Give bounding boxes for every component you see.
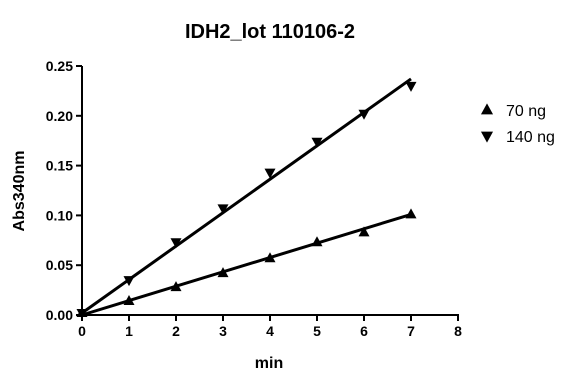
data-point-series-2	[358, 109, 370, 120]
x-axis-label: min	[255, 355, 283, 370]
y-axis-label: Abs340nm	[11, 151, 28, 232]
y-tick-label: 0.25	[46, 58, 73, 74]
data-point-series-2	[123, 276, 135, 287]
data-point-series-1	[358, 226, 370, 237]
x-tick-label: 5	[313, 323, 321, 339]
y-tick-label: 0.05	[46, 257, 73, 273]
x-tick-label: 4	[266, 323, 274, 339]
data-point-series-2	[76, 309, 88, 320]
data-point-series-2	[217, 204, 229, 215]
y-tick-label: 0.00	[46, 307, 73, 323]
data-point-series-1	[264, 252, 276, 263]
y-tick-label: 0.15	[46, 158, 73, 174]
y-tick-label: 0.20	[46, 108, 73, 124]
data-point-series-1	[170, 281, 182, 292]
legend-label: 140 ng	[506, 129, 555, 146]
axes: 0 1 2 3 4 5 6 7 8 0.00 0.05 0.10 0.15 0.20 0.25	[46, 58, 462, 339]
data-point-series-1	[405, 208, 417, 219]
fit-lines	[81, 77, 412, 317]
data-point-series-1	[217, 267, 229, 278]
fit-line-series-1	[81, 212, 412, 317]
data-point-series-2	[405, 81, 417, 92]
data-point-series-1	[311, 236, 323, 247]
data-point-series-1	[123, 295, 135, 306]
data-point-series-2	[311, 137, 323, 148]
data-point-series-2	[264, 168, 276, 179]
data-markers	[76, 81, 417, 320]
data-point-series-2	[170, 238, 182, 249]
x-tick-label: 7	[407, 323, 415, 339]
chart-title: IDH2_lot 110106-2	[185, 21, 355, 43]
x-tick-label: 8	[454, 323, 462, 339]
x-tick-label: 6	[360, 323, 368, 339]
legend-marker	[480, 103, 494, 115]
legend-marker	[480, 131, 494, 143]
legend-label: 70 ng	[506, 103, 546, 120]
x-tick-label: 1	[125, 323, 133, 339]
x-tick-label: 2	[172, 323, 180, 339]
y-tick-label: 0.10	[46, 207, 73, 223]
legend: 70 ng 140 ng	[480, 103, 555, 146]
x-tick-label: 3	[219, 323, 227, 339]
x-tick-label: 0	[78, 323, 86, 339]
fit-line-series-2	[81, 77, 412, 315]
